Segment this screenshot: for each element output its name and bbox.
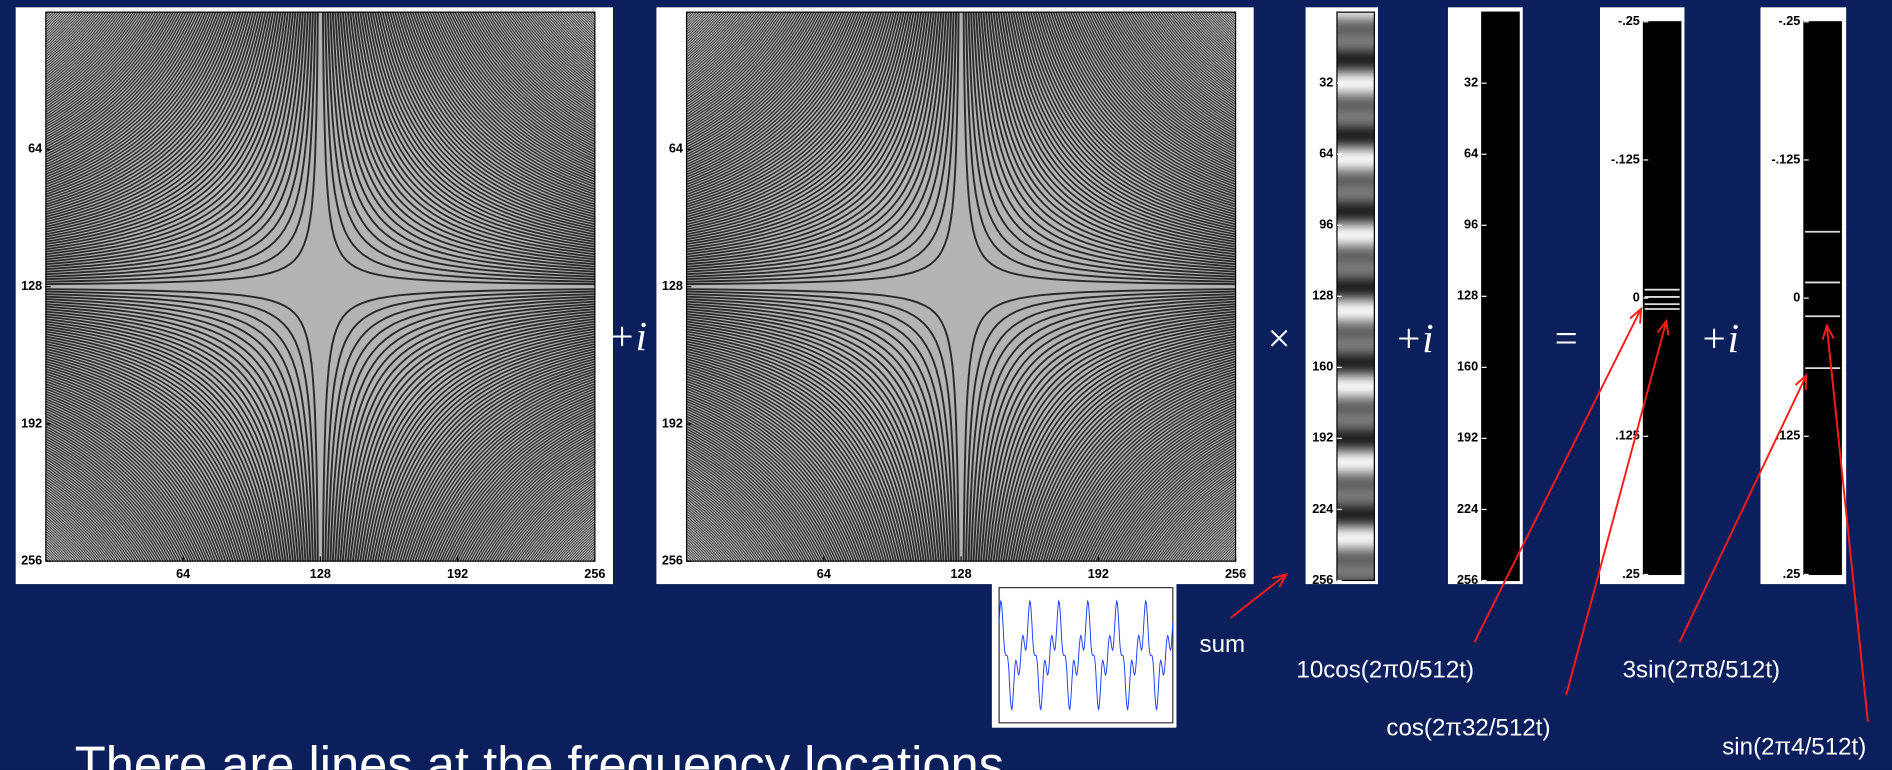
- slide: 64 128 192 256 64 128 192 256 64 128 192 256 64 128 19…: [0, 0, 1892, 770]
- body: {"panels":[ {"xticks":[64,128,192,256],"…: [0, 0, 1892, 770]
- tick-label: 32: [1464, 76, 1478, 90]
- tick-label: .25: [1622, 567, 1640, 581]
- y-tick-label: 64: [28, 142, 42, 156]
- annotation: sin(2π4/512t): [1722, 734, 1866, 761]
- operator: +i: [608, 313, 647, 359]
- tick-label: -.125: [1771, 152, 1800, 166]
- y-tick-label: 256: [21, 554, 42, 568]
- tick-label: 128: [1457, 289, 1478, 303]
- tick-label: 96: [1464, 218, 1478, 232]
- x-tick-label: 192: [447, 567, 468, 581]
- y-tick-label: 192: [21, 416, 42, 430]
- operator: +i: [1700, 315, 1739, 361]
- annotation: 3sin(2π8/512t): [1623, 656, 1780, 683]
- strip-image: [1482, 12, 1519, 580]
- tick-label: 96: [1319, 218, 1333, 232]
- x-tick-label: 128: [951, 567, 972, 581]
- x-tick-label: 64: [176, 567, 190, 581]
- tick-label: 64: [1319, 147, 1333, 161]
- caption: There are lines at the frequency locatio…: [75, 736, 1004, 770]
- operator: =: [1555, 315, 1578, 361]
- x-tick-label: 64: [817, 567, 831, 581]
- tick-label: 160: [1457, 360, 1478, 374]
- tick-label: .25: [1783, 567, 1801, 581]
- tick-label: -.125: [1611, 152, 1640, 166]
- y-tick-label: 192: [662, 416, 683, 430]
- page: html,body{margin:0;padding:0;background:…: [0, 0, 1892, 770]
- tick-label: 192: [1457, 431, 1478, 445]
- operator: ×: [1267, 315, 1290, 361]
- tick-label: 32: [1319, 76, 1333, 90]
- y-tick-label: 256: [662, 554, 683, 568]
- tick-label: 256: [1312, 573, 1333, 587]
- tick-label: 224: [1457, 502, 1478, 516]
- tick-label: 64: [1464, 147, 1478, 161]
- strip-image: [1643, 22, 1680, 575]
- tick-label: -.25: [1778, 14, 1800, 28]
- x-tick-label: 128: [310, 567, 331, 581]
- operator: +i: [1395, 315, 1434, 361]
- sum-label: sum: [1200, 631, 1246, 658]
- pattern: [687, 12, 1236, 561]
- tick-label: 0: [1793, 290, 1800, 304]
- tick-label: -.25: [1618, 14, 1640, 28]
- strip-image: [1337, 12, 1374, 580]
- y-tick-label: 64: [669, 142, 683, 156]
- tick-label: 256: [1457, 573, 1478, 587]
- x-tick-label: 256: [1225, 567, 1246, 581]
- strip-image: [1804, 22, 1841, 575]
- pattern: [46, 12, 595, 561]
- tick-label: 192: [1312, 431, 1333, 445]
- tick-label: 224: [1312, 502, 1333, 516]
- x-tick-label: 192: [1088, 567, 1109, 581]
- tick-label: 160: [1312, 360, 1333, 374]
- y-tick-label: 128: [21, 279, 42, 293]
- annotation: cos(2π32/512t): [1386, 714, 1550, 741]
- tick-label: 128: [1312, 289, 1333, 303]
- y-tick-label: 128: [662, 279, 683, 293]
- tick-label: 0: [1633, 290, 1640, 304]
- annotation: 10cos(2π0/512t): [1296, 656, 1474, 683]
- x-tick-label: 256: [584, 567, 605, 581]
